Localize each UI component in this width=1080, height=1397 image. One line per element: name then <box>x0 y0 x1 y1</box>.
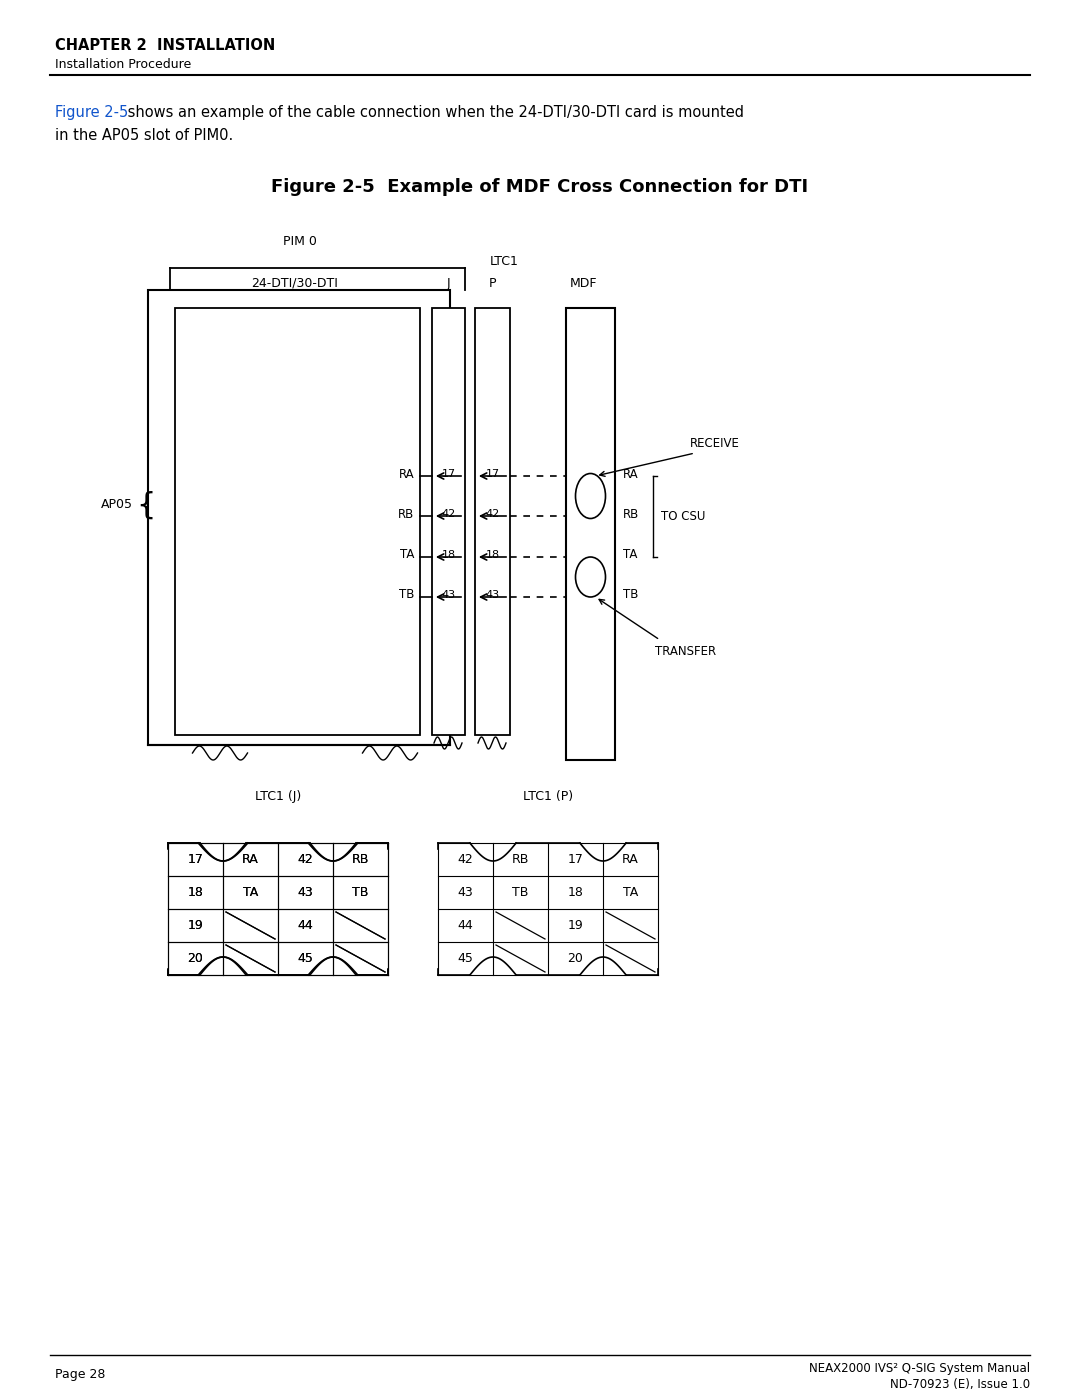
Text: J: J <box>446 277 449 291</box>
Text: 20: 20 <box>188 951 203 965</box>
Text: TB: TB <box>399 588 414 602</box>
Text: 20: 20 <box>568 951 583 965</box>
Text: RA: RA <box>242 854 259 866</box>
Text: 18: 18 <box>188 886 203 900</box>
Text: RA: RA <box>242 854 259 866</box>
Text: TB: TB <box>512 886 529 900</box>
Text: 42: 42 <box>298 854 313 866</box>
Text: 43: 43 <box>442 590 456 599</box>
Bar <box>432 307 465 735</box>
Text: 19: 19 <box>188 919 203 932</box>
Text: TA: TA <box>623 549 637 562</box>
Text: {: { <box>136 490 156 520</box>
Bar <box>148 291 450 745</box>
Text: RB: RB <box>352 854 369 866</box>
Text: CHAPTER 2  INSTALLATION: CHAPTER 2 INSTALLATION <box>55 38 275 53</box>
Text: 19: 19 <box>188 919 203 932</box>
Text: Figure 2-5: Figure 2-5 <box>55 105 129 120</box>
Text: 43: 43 <box>298 886 313 900</box>
Text: RB: RB <box>512 854 529 866</box>
Text: 17: 17 <box>442 469 456 479</box>
Text: TB: TB <box>623 588 638 602</box>
Text: 17: 17 <box>485 469 500 479</box>
Text: 18: 18 <box>188 886 203 900</box>
Text: 44: 44 <box>458 919 473 932</box>
Ellipse shape <box>576 474 606 518</box>
Text: 45: 45 <box>458 951 473 965</box>
Text: P: P <box>488 277 496 291</box>
Text: 42: 42 <box>485 509 500 520</box>
Text: 43: 43 <box>458 886 473 900</box>
Text: 18: 18 <box>485 550 500 560</box>
Text: in the AP05 slot of PIM0.: in the AP05 slot of PIM0. <box>55 129 233 142</box>
Text: Page 28: Page 28 <box>55 1368 106 1382</box>
Text: TA: TA <box>623 886 638 900</box>
Bar <box>175 307 420 735</box>
Text: 42: 42 <box>442 509 456 520</box>
Text: 43: 43 <box>298 886 313 900</box>
Text: TRANSFER: TRANSFER <box>654 645 716 658</box>
Text: TA: TA <box>243 886 258 900</box>
Bar <box>566 307 615 760</box>
Text: 17: 17 <box>568 854 583 866</box>
Text: RA: RA <box>399 468 414 481</box>
Text: 20: 20 <box>188 951 203 965</box>
Text: 17: 17 <box>188 854 203 866</box>
Text: 19: 19 <box>568 919 583 932</box>
Text: MDF: MDF <box>570 277 597 291</box>
Text: 42: 42 <box>298 854 313 866</box>
Ellipse shape <box>576 557 606 597</box>
Text: 43: 43 <box>485 590 500 599</box>
Text: TO CSU: TO CSU <box>661 510 705 522</box>
Text: RA: RA <box>622 854 639 866</box>
Text: LTC1 (J): LTC1 (J) <box>255 789 301 803</box>
Text: RB: RB <box>352 854 369 866</box>
Text: 17: 17 <box>188 854 203 866</box>
Text: TB: TB <box>352 886 368 900</box>
Text: RB: RB <box>397 507 414 521</box>
Text: AP05: AP05 <box>102 499 133 511</box>
Text: 18: 18 <box>568 886 583 900</box>
Text: TB: TB <box>352 886 368 900</box>
Text: 42: 42 <box>458 854 473 866</box>
Bar <box>475 307 510 735</box>
Text: Figure 2-5  Example of MDF Cross Connection for DTI: Figure 2-5 Example of MDF Cross Connecti… <box>271 177 809 196</box>
Text: NEAX2000 IVS² Q-SIG System Manual: NEAX2000 IVS² Q-SIG System Manual <box>809 1362 1030 1375</box>
Text: shows an example of the cable connection when the 24-DTI/30-DTI card is mounted: shows an example of the cable connection… <box>123 105 744 120</box>
Text: 18: 18 <box>442 550 456 560</box>
Text: PIM 0: PIM 0 <box>283 235 316 249</box>
Text: TA: TA <box>243 886 258 900</box>
Text: LTC1: LTC1 <box>490 256 518 268</box>
Text: RA: RA <box>623 468 638 481</box>
Text: RB: RB <box>623 507 639 521</box>
Text: Installation Procedure: Installation Procedure <box>55 59 191 71</box>
Text: TA: TA <box>400 549 414 562</box>
Text: 44: 44 <box>298 919 313 932</box>
Text: LTC1 (P): LTC1 (P) <box>523 789 573 803</box>
Text: 45: 45 <box>298 951 313 965</box>
Text: ND-70923 (E), Issue 1.0: ND-70923 (E), Issue 1.0 <box>890 1377 1030 1391</box>
Text: 44: 44 <box>298 919 313 932</box>
Text: RECEIVE: RECEIVE <box>690 437 740 450</box>
Text: 24-DTI/30-DTI: 24-DTI/30-DTI <box>252 277 338 291</box>
Text: 45: 45 <box>298 951 313 965</box>
